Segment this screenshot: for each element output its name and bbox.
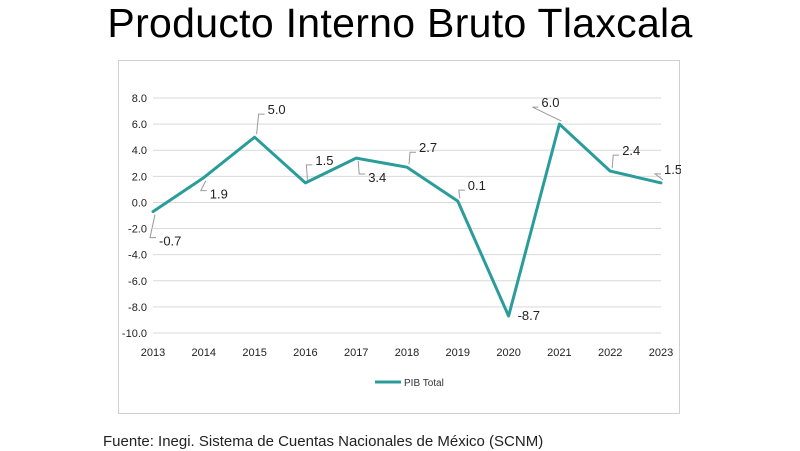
y-axis-ticks: 8.0 6.0 4.0 2.0 0.0 -2.0 -4.0 -6.0 -8.0 -10.0	[122, 93, 147, 340]
data-label: 0.1	[468, 178, 486, 193]
x-tick-label: 2020	[496, 347, 520, 359]
data-label-leaders	[149, 106, 664, 239]
data-label-leader	[458, 189, 465, 199]
data-label-leader	[305, 164, 313, 180]
x-axis-ticks: 2013 2014 2015 2016 2017 2018 2019 2020 2021 2022…	[141, 347, 673, 359]
page-title: Producto Interno Bruto Tlaxcala	[107, 0, 693, 46]
y-tick-label: -2.0	[128, 224, 147, 236]
data-label: 1.9	[210, 187, 228, 202]
x-tick-label: 2016	[293, 347, 317, 359]
legend-label: PIB Total	[404, 378, 444, 389]
x-tick-label: 2013	[141, 347, 165, 359]
y-tick-label: -10.0	[122, 328, 147, 340]
y-tick-label: -4.0	[128, 250, 147, 262]
data-label-leader	[199, 180, 207, 192]
data-label: 5.0	[268, 102, 286, 117]
data-label: -8.7	[518, 308, 540, 323]
series-line	[151, 122, 663, 318]
x-tick-label: 2021	[547, 347, 571, 359]
x-tick-label: 2014	[192, 347, 216, 359]
x-tick-label: 2015	[242, 347, 266, 359]
data-label-leader	[256, 113, 265, 135]
data-label: 2.4	[622, 143, 640, 158]
data-label-leader	[611, 154, 620, 169]
y-tick-label: 8.0	[132, 93, 147, 105]
data-label: 3.4	[368, 170, 386, 185]
x-tick-label: 2022	[598, 347, 622, 359]
x-tick-label: 2017	[344, 347, 368, 359]
data-label-leader	[408, 151, 416, 165]
source-note: Fuente: Inegi. Sistema de Cuentas Nacion…	[103, 433, 544, 450]
y-tick-label: 6.0	[132, 119, 147, 131]
y-tick-label: 2.0	[132, 171, 147, 183]
data-label: 6.0	[541, 95, 559, 110]
y-tick-label: 0.0	[132, 197, 147, 209]
data-label-leader	[357, 161, 366, 175]
data-label-leader	[653, 173, 664, 181]
data-label: 1.5	[664, 162, 681, 177]
legend: PIB Total	[375, 378, 444, 389]
y-tick-label: -8.0	[128, 302, 147, 314]
data-label: 1.5	[315, 153, 333, 168]
chart-frame: 8.0 6.0 4.0 2.0 0.0 -2.0 -4.0 -6.0 -8.0 -10.0 201…	[118, 60, 681, 414]
data-label: 2.7	[419, 140, 437, 155]
line-chart: 8.0 6.0 4.0 2.0 0.0 -2.0 -4.0 -6.0 -8.0 -10.0 201…	[122, 93, 681, 389]
data-label-leader	[149, 214, 156, 239]
y-tick-label: 4.0	[132, 145, 147, 157]
data-labels: -0.7 1.9 5.0 1.5 3.4 2.7 0.1 -8.7 6.0 2.4 1.5	[159, 95, 681, 323]
x-tick-label: 2019	[446, 347, 470, 359]
x-tick-label: 2018	[395, 347, 419, 359]
series-layer	[151, 122, 663, 318]
data-label-leader	[532, 106, 562, 122]
data-label: -0.7	[159, 234, 181, 249]
gridlines	[153, 97, 661, 334]
y-tick-label: -6.0	[128, 276, 147, 288]
x-tick-label: 2023	[649, 347, 673, 359]
